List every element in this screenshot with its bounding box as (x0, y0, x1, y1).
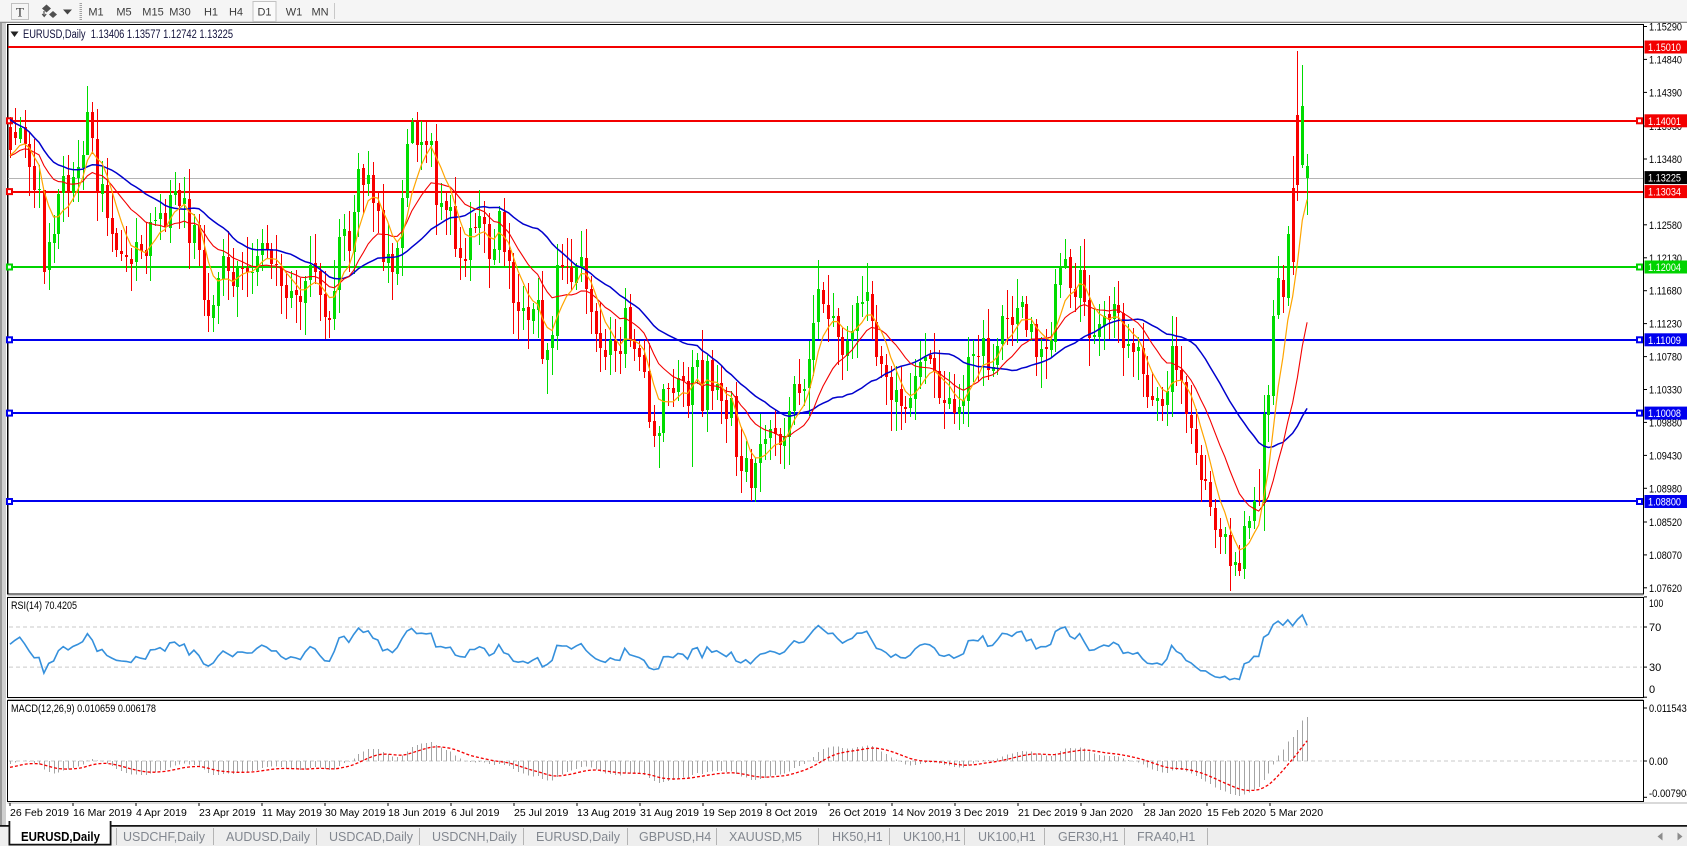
svg-text:USDCHF,Daily: USDCHF,Daily (123, 830, 206, 844)
svg-text:3 Dec 2019: 3 Dec 2019 (955, 807, 1009, 819)
svg-text:26 Oct 2019: 26 Oct 2019 (829, 807, 886, 819)
svg-text:1.08980: 1.08980 (1649, 483, 1682, 495)
svg-text:100: 100 (1649, 598, 1663, 610)
svg-text:6 Jul 2019: 6 Jul 2019 (451, 807, 500, 819)
svg-text:1.08520: 1.08520 (1649, 517, 1682, 529)
svg-text:26 Feb 2019: 26 Feb 2019 (10, 807, 69, 819)
svg-text:1.10780: 1.10780 (1649, 352, 1682, 364)
svg-text:15 Feb 2020: 15 Feb 2020 (1207, 807, 1266, 819)
svg-text:1.12580: 1.12580 (1649, 220, 1682, 232)
svg-text:EURUSD,Daily 1.13406 1.13577: EURUSD,Daily 1.13406 1.13577 1.12742 1.1… (23, 29, 233, 41)
svg-text:9 Jan 2020: 9 Jan 2020 (1081, 807, 1133, 819)
svg-text:M30: M30 (169, 7, 190, 19)
svg-text:GBPUSD,H4: GBPUSD,H4 (639, 830, 711, 844)
svg-text:14 Nov 2019: 14 Nov 2019 (892, 807, 952, 819)
svg-text:USDCNH,Daily: USDCNH,Daily (432, 830, 517, 844)
svg-text:18 Jun 2019: 18 Jun 2019 (388, 807, 446, 819)
svg-text:1.08070: 1.08070 (1649, 550, 1682, 562)
svg-text:25 Jul 2019: 25 Jul 2019 (514, 807, 568, 819)
svg-text:1.14840: 1.14840 (1649, 54, 1682, 66)
svg-text:1.10008: 1.10008 (1648, 408, 1681, 420)
svg-text:11 May 2019: 11 May 2019 (262, 807, 322, 819)
svg-text:1.15010: 1.15010 (1648, 42, 1681, 54)
svg-text:1.11009: 1.11009 (1648, 335, 1681, 347)
svg-text:EURUSD,Daily: EURUSD,Daily (536, 830, 621, 844)
svg-text:1.10330: 1.10330 (1649, 385, 1682, 397)
svg-text:19 Sep 2019: 19 Sep 2019 (703, 807, 763, 819)
svg-text:T: T (16, 5, 24, 20)
svg-text:1.14390: 1.14390 (1649, 87, 1682, 99)
svg-text:16 Mar 2019: 16 Mar 2019 (73, 807, 132, 819)
svg-text:RSI(14) 70.4205: RSI(14) 70.4205 (11, 600, 77, 612)
svg-text:1.09430: 1.09430 (1649, 450, 1682, 462)
svg-text:0.00: 0.00 (1649, 756, 1668, 768)
svg-text:M1: M1 (88, 7, 103, 19)
svg-text:MN: MN (311, 7, 328, 19)
svg-text:5 Mar 2020: 5 Mar 2020 (1270, 807, 1323, 819)
svg-text:-0.007908: -0.007908 (1649, 788, 1687, 800)
svg-text:23 Apr 2019: 23 Apr 2019 (199, 807, 256, 819)
svg-text:H4: H4 (229, 7, 243, 19)
svg-text:UK100,H1: UK100,H1 (978, 830, 1036, 844)
svg-text:FRA40,H1: FRA40,H1 (1137, 830, 1195, 844)
svg-text:1.11680: 1.11680 (1649, 286, 1682, 298)
svg-text:30: 30 (1649, 662, 1661, 674)
svg-text:8 Oct 2019: 8 Oct 2019 (766, 807, 818, 819)
svg-text:4 Apr 2019: 4 Apr 2019 (136, 807, 187, 819)
svg-text:XAUUSD,M5: XAUUSD,M5 (729, 830, 802, 844)
svg-text:1.12004: 1.12004 (1648, 262, 1681, 274)
svg-text:70: 70 (1649, 622, 1661, 634)
svg-text:0: 0 (1649, 684, 1655, 696)
svg-text:MACD(12,26,9) 0.010659 0.00617: MACD(12,26,9) 0.010659 0.006178 (11, 703, 156, 715)
svg-text:D1: D1 (257, 7, 271, 19)
svg-text:1.08800: 1.08800 (1648, 497, 1681, 509)
svg-text:1.13480: 1.13480 (1649, 154, 1682, 166)
svg-text:H1: H1 (204, 7, 218, 19)
svg-text:M5: M5 (116, 7, 131, 19)
svg-text:HK50,H1: HK50,H1 (832, 830, 883, 844)
svg-text:GER30,H1: GER30,H1 (1058, 830, 1118, 844)
svg-text:0.011543: 0.011543 (1649, 703, 1687, 715)
svg-text:28 Jan 2020: 28 Jan 2020 (1144, 807, 1202, 819)
svg-text:1.13225: 1.13225 (1648, 173, 1681, 185)
svg-text:1.15290: 1.15290 (1649, 22, 1682, 34)
svg-text:1.07620: 1.07620 (1649, 583, 1682, 595)
svg-text:EURUSD,Daily: EURUSD,Daily (21, 830, 100, 844)
svg-text:1.14001: 1.14001 (1648, 116, 1681, 128)
svg-text:1.11230: 1.11230 (1649, 319, 1682, 331)
svg-text:USDCAD,Daily: USDCAD,Daily (329, 830, 414, 844)
svg-text:31 Aug 2019: 31 Aug 2019 (640, 807, 699, 819)
svg-text:UK100,H1: UK100,H1 (903, 830, 961, 844)
svg-text:21 Dec 2019: 21 Dec 2019 (1018, 807, 1078, 819)
svg-text:30 May 2019: 30 May 2019 (325, 807, 386, 819)
svg-text:M15: M15 (142, 7, 163, 19)
svg-text:AUDUSD,Daily: AUDUSD,Daily (226, 830, 311, 844)
svg-text:W1: W1 (286, 7, 303, 19)
svg-text:1.13034: 1.13034 (1648, 187, 1681, 199)
svg-text:13 Aug 2019: 13 Aug 2019 (577, 807, 636, 819)
